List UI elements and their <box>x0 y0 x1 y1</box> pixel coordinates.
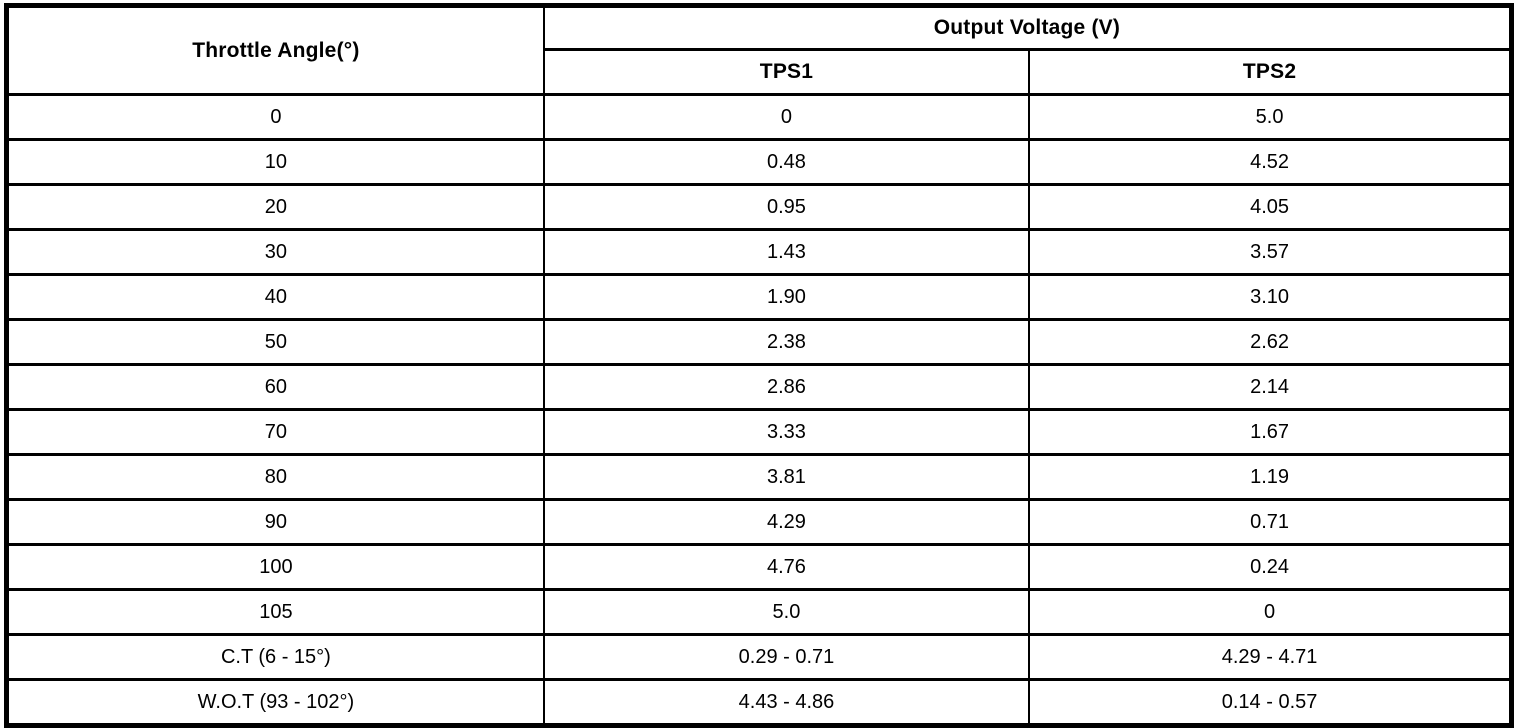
table-row: 105 5.0 0 <box>5 588 1513 636</box>
angle-cell: 0 <box>5 93 545 141</box>
table-row: 90 4.29 0.71 <box>5 498 1513 546</box>
tps1-cell: 3.81 <box>542 453 1031 501</box>
table-row: 40 1.90 3.10 <box>5 273 1513 321</box>
table-row: W.O.T (93 - 102°) 4.43 - 4.86 0.14 - 0.5… <box>5 678 1513 727</box>
table-row: 20 0.95 4.05 <box>5 183 1513 231</box>
output-voltage-header: Output Voltage (V) <box>542 4 1513 51</box>
tps1-cell: 0 <box>542 93 1031 141</box>
angle-cell: 80 <box>5 453 545 501</box>
tps2-cell: 4.05 <box>1028 183 1513 231</box>
tps2-cell: 4.52 <box>1028 138 1513 186</box>
scanned-table-page: Throttle Angle(°) Output Voltage (V) TPS… <box>4 3 1514 728</box>
table-row: 70 3.33 1.67 <box>5 408 1513 456</box>
tps1-cell: 2.38 <box>542 318 1031 366</box>
angle-cell: 100 <box>5 543 545 591</box>
angle-cell: 90 <box>5 498 545 546</box>
tps2-cell: 0.24 <box>1028 543 1513 591</box>
tps-voltage-table: Throttle Angle(°) Output Voltage (V) TPS… <box>4 3 1514 728</box>
angle-cell: 20 <box>5 183 545 231</box>
tps1-cell: 4.76 <box>542 543 1031 591</box>
table-row: 10 0.48 4.52 <box>5 138 1513 186</box>
table-row: 80 3.81 1.19 <box>5 453 1513 501</box>
tps2-cell: 0 <box>1028 588 1513 636</box>
tps2-cell: 2.14 <box>1028 363 1513 411</box>
angle-cell: C.T (6 - 15°) <box>5 633 545 681</box>
tps2-header: TPS2 <box>1028 48 1513 96</box>
tps2-cell: 0.71 <box>1028 498 1513 546</box>
angle-cell: 50 <box>5 318 545 366</box>
tps2-cell: 1.67 <box>1028 408 1513 456</box>
angle-cell: W.O.T (93 - 102°) <box>5 678 545 727</box>
tps2-cell: 4.29 - 4.71 <box>1028 633 1513 681</box>
table-row: 100 4.76 0.24 <box>5 543 1513 591</box>
table-row: 60 2.86 2.14 <box>5 363 1513 411</box>
tps1-cell: 4.29 <box>542 498 1031 546</box>
tps2-cell: 3.10 <box>1028 273 1513 321</box>
tps2-cell: 3.57 <box>1028 228 1513 276</box>
tps1-cell: 3.33 <box>542 408 1031 456</box>
tps1-cell: 1.90 <box>542 273 1031 321</box>
header-row-group: Throttle Angle(°) Output Voltage (V) <box>5 4 1513 96</box>
tps2-cell: 2.62 <box>1028 318 1513 366</box>
tps1-cell: 0.29 - 0.71 <box>542 633 1031 681</box>
angle-cell: 60 <box>5 363 545 411</box>
tps1-cell: 1.43 <box>542 228 1031 276</box>
tps1-cell: 0.48 <box>542 138 1031 186</box>
tps2-cell: 1.19 <box>1028 453 1513 501</box>
tps1-cell: 5.0 <box>542 588 1031 636</box>
angle-cell: 30 <box>5 228 545 276</box>
tps2-cell: 0.14 - 0.57 <box>1028 678 1513 727</box>
throttle-angle-header: Throttle Angle(°) <box>5 4 545 96</box>
tps1-cell: 4.43 - 4.86 <box>542 678 1031 727</box>
table-row: C.T (6 - 15°) 0.29 - 0.71 4.29 - 4.71 <box>5 633 1513 681</box>
table-row: 50 2.38 2.62 <box>5 318 1513 366</box>
angle-cell: 105 <box>5 588 545 636</box>
tps1-cell: 0.95 <box>542 183 1031 231</box>
tps2-cell: 5.0 <box>1028 93 1513 141</box>
tps1-cell: 2.86 <box>542 363 1031 411</box>
tps1-header: TPS1 <box>542 48 1031 96</box>
angle-cell: 40 <box>5 273 545 321</box>
angle-cell: 10 <box>5 138 545 186</box>
table-row: 0 0 5.0 <box>5 93 1513 141</box>
angle-cell: 70 <box>5 408 545 456</box>
header-row-sub: TPS1 TPS2 <box>7 48 1513 96</box>
table-row: 30 1.43 3.57 <box>5 228 1513 276</box>
